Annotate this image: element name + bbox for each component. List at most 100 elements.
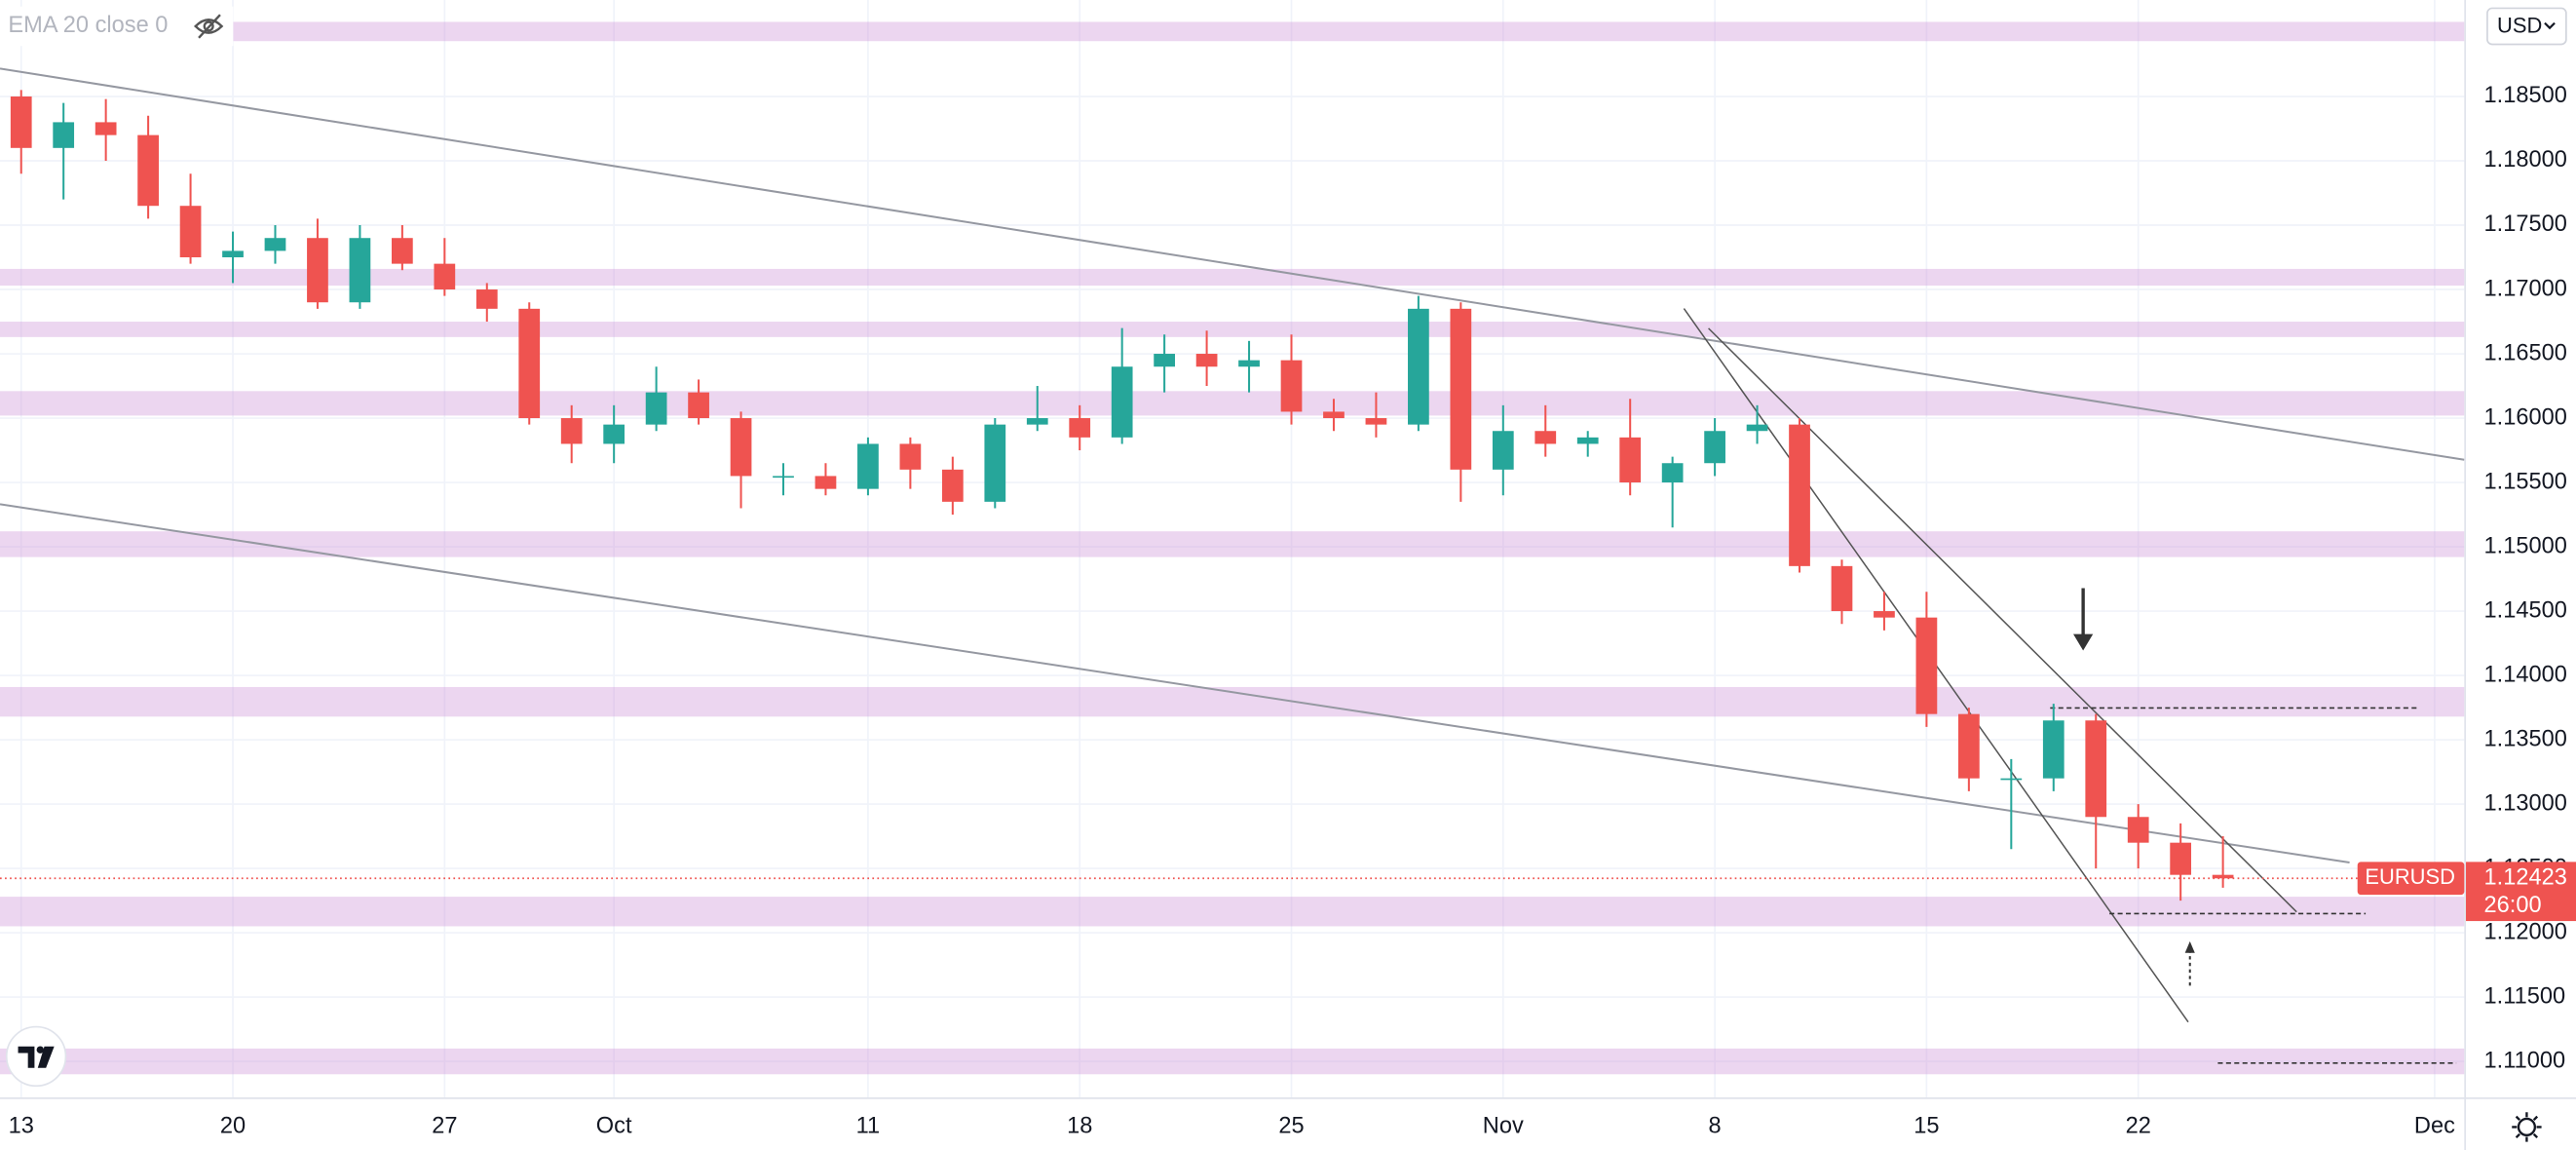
gear-teeth[interactable] — [2512, 1112, 2542, 1142]
settings-button[interactable] — [2512, 1112, 2542, 1142]
y-tick-label: 1.12000 — [2484, 919, 2567, 944]
candle-body — [10, 96, 32, 148]
indicator-legend: EMA 20 close 0 — [8, 13, 168, 38]
logo[interactable] — [5, 1025, 67, 1088]
logo-mark-t[interactable] — [18, 1046, 35, 1068]
zone — [0, 897, 2465, 927]
trendline — [0, 503, 2350, 864]
candle-body — [2042, 720, 2065, 779]
candle-body — [2212, 874, 2234, 879]
candle-body — [1661, 463, 1684, 483]
zone — [0, 268, 2465, 287]
symbol-label-bg — [2357, 862, 2465, 896]
axes: 1.110001.115001.120001.125001.130001.135… — [9, 83, 2567, 1138]
currency-button[interactable] — [2486, 7, 2567, 46]
candle-body — [95, 122, 117, 135]
gear-body[interactable] — [2517, 1117, 2537, 1137]
candle-body — [307, 238, 328, 303]
dropdown-caret[interactable] — [2544, 21, 2556, 30]
currency-dropdown[interactable]: USD — [2486, 7, 2567, 46]
y-tick-label: 1.14500 — [2484, 597, 2567, 623]
candle-body — [814, 476, 837, 489]
candle-body — [137, 134, 159, 207]
candle-body — [941, 469, 964, 502]
candle-body — [857, 443, 879, 489]
x-tick-label: 15 — [1913, 1114, 1939, 1139]
annotation-arrow-dotted — [2184, 940, 2195, 986]
x-tick-label: Oct — [596, 1114, 632, 1139]
y-tick-label: 1.16000 — [2484, 404, 2567, 430]
y-tick-label: 1.18500 — [2484, 83, 2567, 108]
y-tick-label: 1.16500 — [2484, 340, 2567, 365]
eye-slash[interactable] — [198, 14, 221, 39]
candle-body — [1534, 431, 1557, 444]
y-tick-label: 1.11000 — [2484, 1048, 2566, 1073]
price-label-bg — [2466, 862, 2576, 922]
candle-body — [53, 122, 75, 148]
candle-body — [475, 289, 498, 309]
candle-body — [349, 238, 371, 303]
y-tick-label: 1.18000 — [2484, 147, 2567, 172]
candle-body — [1492, 431, 1514, 470]
x-tick-label: 22 — [2126, 1114, 2151, 1139]
zone — [0, 531, 2465, 557]
y-tick-label: 1.14000 — [2484, 662, 2567, 687]
candles — [10, 90, 2234, 901]
candle-body — [603, 424, 625, 444]
candle-body — [1195, 354, 1218, 367]
candle-body — [1957, 713, 1980, 779]
x-tick-label: 27 — [432, 1114, 457, 1139]
candle-body — [2170, 842, 2192, 875]
candle-body — [1323, 411, 1345, 419]
x-tick-label: 8 — [1709, 1114, 1722, 1139]
candle-body — [1704, 431, 1725, 464]
candle-body — [1111, 366, 1133, 438]
arrow-head — [2184, 940, 2195, 953]
candle-body — [179, 206, 202, 258]
candle-body — [1365, 418, 1387, 425]
hide-indicator-icon[interactable] — [193, 14, 224, 39]
candle-body — [1280, 360, 1303, 412]
x-tick-label: Dec — [2414, 1114, 2455, 1139]
candle-body — [391, 238, 413, 264]
candle-body — [899, 443, 922, 470]
logo-badge[interactable] — [5, 1025, 67, 1088]
logo-mark-dot[interactable] — [36, 1046, 45, 1054]
candle-body — [222, 250, 244, 258]
candle-body — [1026, 418, 1048, 425]
candle-body — [1238, 360, 1260, 367]
drawings — [0, 67, 2465, 1064]
candle-body — [2127, 817, 2149, 843]
price-label: 1.12423 — [2484, 864, 2567, 890]
candle-body — [1154, 354, 1175, 367]
symbol-label: EURUSD — [2365, 864, 2455, 889]
countdown-label: 26:00 — [2484, 893, 2542, 918]
candle-body — [1450, 308, 1472, 470]
candle-body — [2085, 720, 2107, 818]
x-tick-label: 20 — [220, 1114, 246, 1139]
x-tick-label: 25 — [1278, 1114, 1304, 1139]
logo-mark-v[interactable] — [37, 1046, 55, 1068]
candle-body — [1408, 308, 1429, 425]
grid — [0, 0, 2465, 1098]
candle-body — [984, 424, 1006, 502]
candle-body — [773, 476, 794, 479]
candle-body — [1831, 565, 1853, 612]
candle-body — [2000, 778, 2023, 781]
y-tick-label: 1.13000 — [2484, 790, 2567, 816]
y-tick-label: 1.15000 — [2484, 533, 2567, 558]
zone — [0, 322, 2465, 337]
currency-label[interactable]: USD — [2497, 14, 2542, 38]
candle-body — [434, 263, 456, 290]
x-tick-label: Nov — [1483, 1114, 1524, 1139]
y-tick-label: 1.17000 — [2484, 276, 2567, 301]
annotation-arrow — [2073, 588, 2094, 651]
zone — [0, 21, 2465, 42]
x-tick-label: 18 — [1067, 1114, 1092, 1139]
last-price: EURUSD 1.12423 26:00 — [0, 862, 2576, 922]
eye-pupil[interactable] — [203, 20, 214, 32]
zone — [0, 391, 2465, 416]
